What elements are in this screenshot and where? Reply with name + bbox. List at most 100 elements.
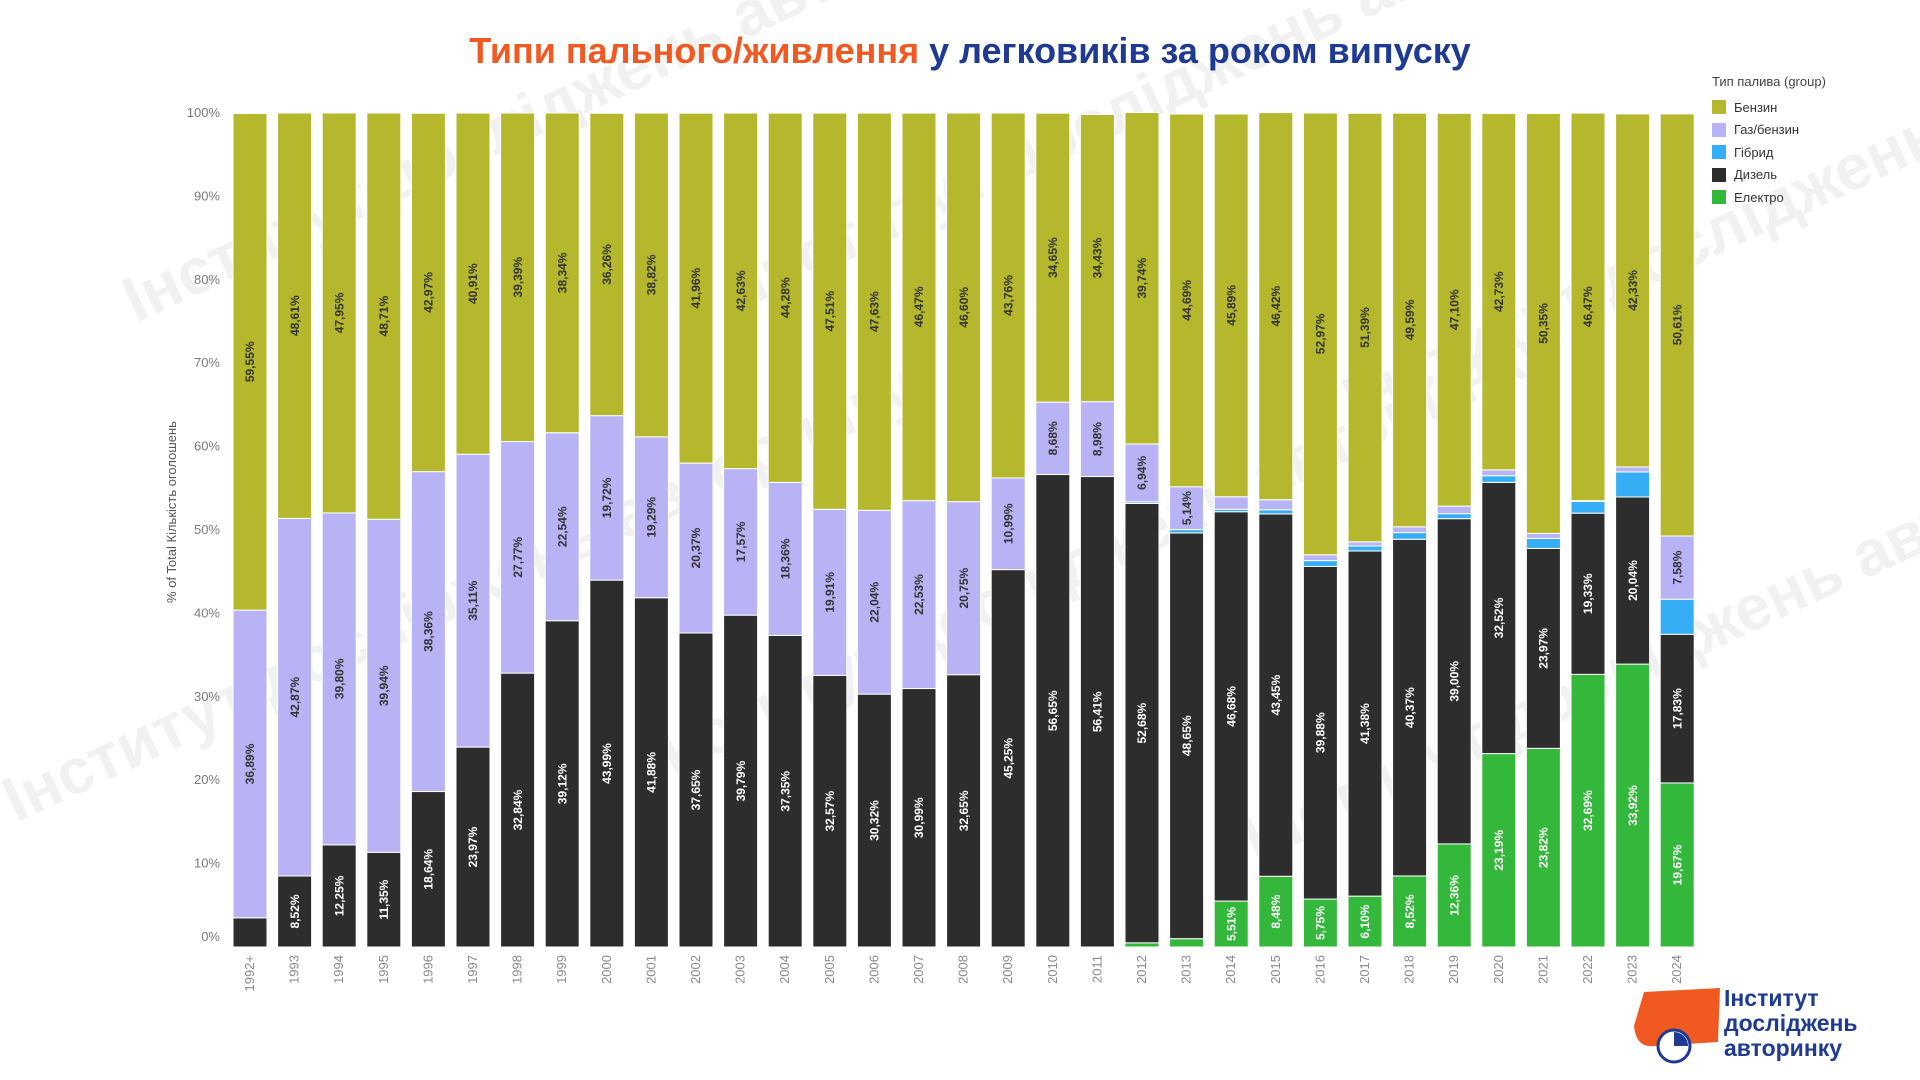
bar-segment[interactable]: [1525, 113, 1561, 534]
bar-segment[interactable]: [1525, 537, 1561, 549]
bar-segment[interactable]: [1615, 466, 1651, 473]
bar-segment[interactable]: [1392, 526, 1428, 534]
bar-segment[interactable]: [321, 112, 357, 514]
bar-segment[interactable]: [1347, 112, 1383, 543]
bar-segment[interactable]: [1258, 499, 1294, 511]
bar-segment[interactable]: [321, 512, 357, 846]
bar-segment[interactable]: [767, 635, 803, 948]
bar-segment[interactable]: [1481, 469, 1517, 477]
bar-segment[interactable]: [1659, 633, 1695, 784]
bar-segment[interactable]: [1302, 560, 1338, 567]
bar-segment[interactable]: [1481, 475, 1517, 483]
bar-segment[interactable]: [1392, 875, 1428, 948]
bar-segment[interactable]: [1302, 898, 1338, 948]
bar-segment[interactable]: [633, 112, 669, 438]
bar-segment[interactable]: [1347, 545, 1383, 552]
bar-segment[interactable]: [544, 620, 580, 948]
bar-segment[interactable]: [410, 471, 446, 793]
legend-item[interactable]: Гібрид: [1712, 141, 1826, 164]
legend-item[interactable]: Бензин: [1712, 96, 1826, 119]
bar-segment[interactable]: [946, 501, 982, 676]
bar-segment[interactable]: [1169, 529, 1205, 534]
bar-segment[interactable]: [500, 672, 536, 948]
bar-segment[interactable]: [633, 597, 669, 948]
bar-segment[interactable]: [589, 415, 625, 581]
bar-segment[interactable]: [1124, 111, 1160, 445]
bar-segment[interactable]: [1481, 481, 1517, 755]
bar-segment[interactable]: [990, 569, 1026, 948]
bar-segment[interactable]: [321, 844, 357, 948]
legend-item[interactable]: Дизель: [1712, 164, 1826, 187]
bar-segment[interactable]: [1035, 112, 1071, 403]
bar-segment[interactable]: [1169, 486, 1205, 531]
bar-segment[interactable]: [1035, 474, 1071, 948]
bar-segment[interactable]: [1481, 753, 1517, 948]
bar-segment[interactable]: [1079, 114, 1115, 403]
bar-segment[interactable]: [366, 518, 402, 853]
bar-segment[interactable]: [990, 477, 1026, 571]
bar-segment[interactable]: [1615, 496, 1651, 665]
bar-segment[interactable]: [1169, 938, 1205, 948]
legend-item[interactable]: Газ/бензин: [1712, 119, 1826, 142]
bar-segment[interactable]: [1302, 112, 1338, 556]
bar-segment[interactable]: [678, 632, 714, 948]
bar-segment[interactable]: [678, 112, 714, 464]
bar-segment[interactable]: [723, 614, 759, 948]
bar-segment[interactable]: [723, 112, 759, 470]
bar-segment[interactable]: [544, 432, 580, 622]
bar-segment[interactable]: [812, 674, 848, 948]
bar-segment[interactable]: [1659, 113, 1695, 537]
bar-segment[interactable]: [767, 481, 803, 637]
bar-segment[interactable]: [1258, 509, 1294, 515]
bar-segment[interactable]: [1258, 513, 1294, 877]
bar-segment[interactable]: [1213, 900, 1249, 948]
bar-segment[interactable]: [812, 112, 848, 510]
bar-segment[interactable]: [455, 112, 491, 455]
bar-segment[interactable]: [1258, 875, 1294, 948]
bar-segment[interactable]: [410, 112, 446, 473]
bar-segment[interactable]: [232, 113, 268, 611]
bar-segment[interactable]: [901, 112, 937, 502]
bar-segment[interactable]: [1436, 112, 1472, 507]
bar-segment[interactable]: [1570, 112, 1606, 502]
bar-segment[interactable]: [366, 851, 402, 948]
bar-segment[interactable]: [901, 500, 937, 690]
bar-segment[interactable]: [1615, 471, 1651, 498]
bar-segment[interactable]: [1570, 500, 1606, 514]
bar-segment[interactable]: [1258, 112, 1294, 501]
bar-segment[interactable]: [990, 112, 1026, 479]
bar-segment[interactable]: [1079, 401, 1115, 478]
bar-segment[interactable]: [500, 441, 536, 674]
bar-segment[interactable]: [1436, 513, 1472, 520]
bar-segment[interactable]: [856, 112, 892, 511]
bar-segment[interactable]: [723, 468, 759, 616]
bar-segment[interactable]: [544, 112, 580, 434]
bar-segment[interactable]: [1213, 496, 1249, 510]
bar-segment[interactable]: [946, 674, 982, 948]
bar-segment[interactable]: [232, 917, 268, 948]
bar-segment[interactable]: [1436, 518, 1472, 845]
bar-segment[interactable]: [589, 579, 625, 948]
bar-segment[interactable]: [1347, 541, 1383, 547]
bar-segment[interactable]: [856, 509, 892, 695]
bar-segment[interactable]: [500, 112, 536, 443]
bar-segment[interactable]: [946, 112, 982, 503]
bar-segment[interactable]: [1124, 942, 1160, 948]
bar-segment[interactable]: [1035, 401, 1071, 476]
bar-segment[interactable]: [856, 693, 892, 948]
bar-segment[interactable]: [633, 436, 669, 599]
bar-segment[interactable]: [455, 453, 491, 748]
bar-segment[interactable]: [812, 508, 848, 676]
bar-segment[interactable]: [767, 112, 803, 483]
bar-segment[interactable]: [410, 791, 446, 948]
bar-segment[interactable]: [1169, 113, 1205, 488]
bar-segment[interactable]: [1079, 476, 1115, 948]
bar-segment[interactable]: [1124, 502, 1160, 944]
bar-segment[interactable]: [1213, 113, 1249, 498]
bar-segment[interactable]: [1392, 112, 1428, 528]
bar-segment[interactable]: [1659, 782, 1695, 948]
bar-segment[interactable]: [1347, 550, 1383, 897]
bar-segment[interactable]: [1392, 532, 1428, 540]
bar-segment[interactable]: [1659, 598, 1695, 635]
bar-segment[interactable]: [1525, 532, 1561, 539]
